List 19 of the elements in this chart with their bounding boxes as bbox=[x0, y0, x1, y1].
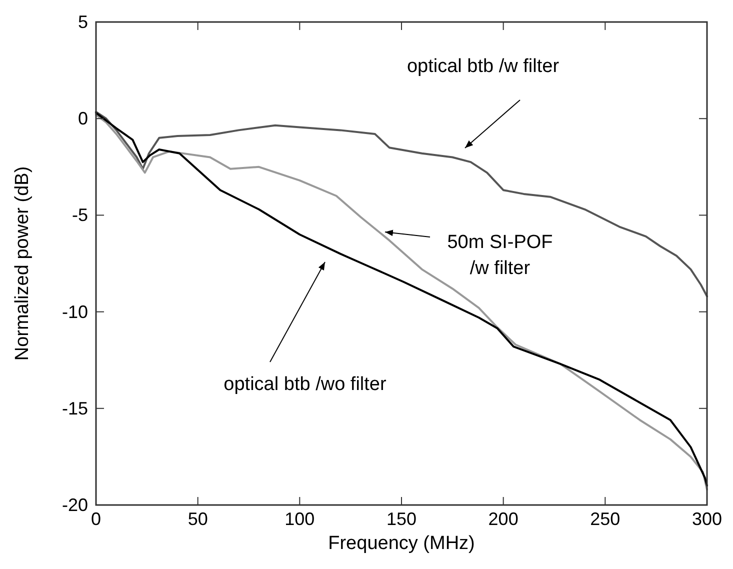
x-tick-label: 200 bbox=[488, 509, 518, 529]
y-tick-label: -10 bbox=[62, 302, 88, 322]
x-tick-label: 0 bbox=[90, 509, 102, 529]
x-tick-label: 50 bbox=[188, 509, 208, 529]
y-axis-title: Normalized power (dB) bbox=[12, 166, 33, 361]
y-tick-label: -15 bbox=[62, 398, 88, 418]
x-tick-label: 100 bbox=[284, 509, 315, 529]
y-tick-label: 0 bbox=[78, 108, 88, 129]
line-series bbox=[95, 110, 708, 298]
annotation: optical btb /w filter bbox=[406, 56, 560, 77]
annotation: optical btb /wo filter bbox=[224, 374, 387, 395]
x-tick-label: 150 bbox=[386, 509, 417, 529]
y-tick-label: -5 bbox=[72, 205, 88, 226]
y-tick-label: 5 bbox=[78, 12, 88, 32]
y-tick-label: -20 bbox=[62, 495, 88, 515]
annotation: 50m SI-POF /w filter bbox=[447, 232, 553, 279]
x-tick-label: 250 bbox=[590, 509, 620, 529]
x-tick-label: 300 bbox=[692, 509, 722, 529]
x-axis-title: Frequency (MHz) bbox=[328, 533, 475, 554]
